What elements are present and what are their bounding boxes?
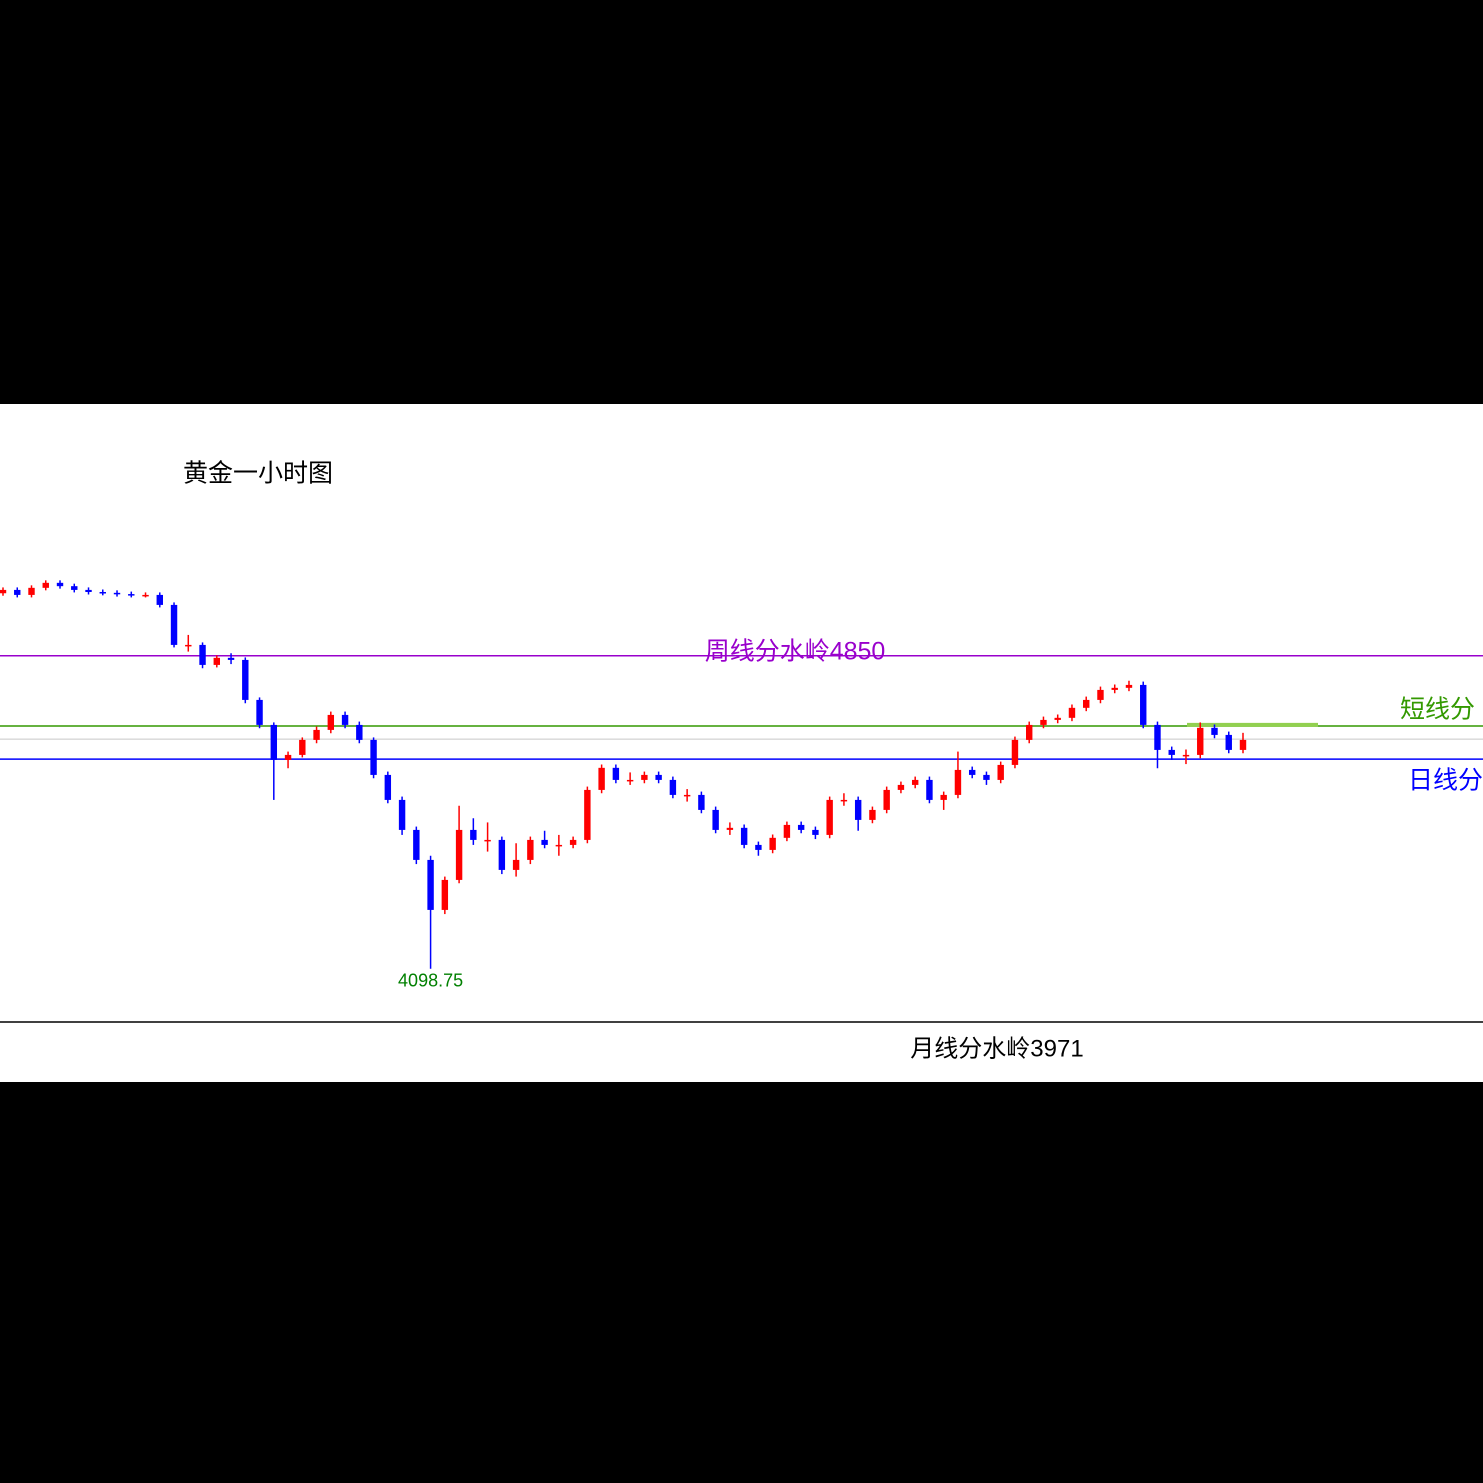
- candle-body: [1011, 739, 1019, 765]
- candle-body: [113, 592, 121, 595]
- candle-body: [1040, 719, 1047, 725]
- candle-body: [1125, 684, 1133, 688]
- candle-body: [299, 739, 306, 755]
- candle-body: [56, 582, 64, 587]
- candle-body: [669, 779, 677, 795]
- candle-body: [897, 784, 905, 790]
- candle-body: [99, 592, 106, 594]
- candle-body: [555, 844, 563, 847]
- candle-body: [455, 829, 463, 880]
- candle-body: [370, 739, 377, 775]
- candle-body: [854, 799, 862, 820]
- candle-body: [356, 724, 363, 740]
- low-label: 4098.75: [398, 971, 463, 991]
- candle-body: [598, 767, 605, 790]
- candle-body: [569, 839, 577, 845]
- chart-title: 黄金一小时图: [183, 460, 333, 488]
- candle-body: [541, 839, 548, 845]
- candle-body: [527, 839, 534, 860]
- candle-body: [441, 879, 449, 910]
- candle-body: [85, 589, 92, 592]
- candle-body: [840, 799, 848, 802]
- candle-body: [869, 809, 876, 820]
- level-label: 日线分: [1408, 767, 1483, 795]
- candle-body: [1197, 727, 1204, 755]
- candle-body: [156, 594, 163, 605]
- candle-body: [1182, 754, 1190, 757]
- candle-body: [327, 714, 335, 730]
- candle-body: [1026, 724, 1033, 740]
- candle-body: [1168, 749, 1175, 755]
- candle-body: [270, 724, 278, 760]
- candle-body: [612, 767, 620, 780]
- candle-body: [1225, 734, 1232, 750]
- candle-body: [940, 794, 947, 800]
- level-label: 月线分水岭3971: [910, 1035, 1083, 1062]
- candle-body: [341, 714, 349, 725]
- candle-body: [698, 794, 705, 810]
- candle-body: [484, 839, 491, 842]
- candle-body: [512, 859, 520, 870]
- candle-body: [1054, 717, 1061, 720]
- candle-body: [968, 769, 976, 775]
- candle-body: [954, 769, 962, 795]
- candle-body: [983, 774, 990, 780]
- candle-body: [498, 839, 506, 870]
- candle-body: [783, 824, 791, 838]
- candle-body: [584, 789, 591, 840]
- candle-body: [812, 829, 819, 835]
- candle-body: [1097, 689, 1104, 700]
- candle-body: [242, 659, 249, 700]
- candle-body: [256, 699, 263, 725]
- candle-body: [1068, 707, 1076, 718]
- candle-body: [470, 829, 477, 840]
- candle-body: [626, 779, 634, 782]
- candle-body: [427, 859, 434, 910]
- candle-body: [726, 827, 734, 830]
- candle-body: [883, 789, 890, 810]
- candle-body: [1140, 684, 1147, 725]
- candle-body: [14, 589, 21, 595]
- candle-body: [213, 657, 220, 665]
- candle-body: [826, 799, 833, 835]
- candle-body: [1083, 699, 1090, 708]
- candle-body: [142, 594, 149, 597]
- candle-body: [384, 774, 392, 800]
- candle-body: [740, 827, 748, 845]
- candle-body: [769, 837, 776, 850]
- candle-body: [313, 729, 320, 740]
- chart-panel: [0, 404, 1483, 1082]
- candle-body: [413, 829, 420, 860]
- candle-body: [42, 582, 49, 588]
- candle-body: [1211, 727, 1218, 735]
- candle-body: [655, 774, 662, 780]
- candle-body: [284, 754, 292, 760]
- level-label: 周线分水岭4850: [705, 637, 886, 665]
- candle-body: [398, 799, 406, 830]
- candle-body: [641, 774, 648, 780]
- candle-body: [170, 604, 178, 645]
- candle-body: [712, 809, 719, 830]
- candle-body: [227, 657, 235, 660]
- candle-body: [0, 589, 7, 594]
- candle-body: [797, 824, 805, 830]
- candle-body: [997, 764, 1004, 780]
- candle-body: [71, 586, 78, 590]
- candle-body: [926, 779, 933, 800]
- candle-body: [1111, 687, 1118, 690]
- candle-body: [1154, 724, 1161, 750]
- candle-body: [199, 644, 206, 665]
- candle-body: [683, 794, 691, 797]
- candle-body: [755, 844, 762, 850]
- candle-body: [128, 594, 135, 596]
- level-label: 短线分: [1400, 696, 1475, 724]
- candle-body: [185, 644, 192, 647]
- candle-body: [28, 587, 35, 595]
- candle-body: [911, 779, 919, 785]
- candle-body: [1239, 739, 1247, 750]
